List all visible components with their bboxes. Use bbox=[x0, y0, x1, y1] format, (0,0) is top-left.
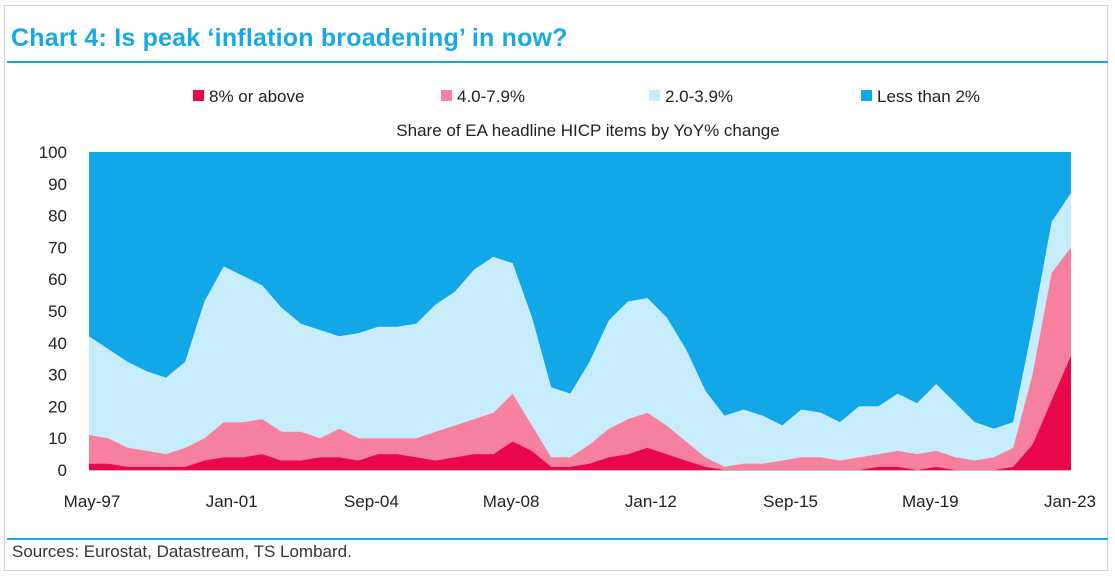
x-tick-label: May-19 bbox=[902, 492, 959, 511]
y-axis: 0 10 20 30 40 50 60 70 80 90 100 bbox=[39, 143, 67, 480]
y-tick-label: 70 bbox=[48, 238, 67, 257]
x-tick-label: Sep-04 bbox=[344, 492, 399, 511]
source-divider bbox=[7, 538, 1108, 540]
title-divider bbox=[7, 61, 1108, 63]
y-tick-label: 20 bbox=[48, 397, 67, 416]
y-tick-label: 30 bbox=[48, 366, 67, 385]
source-note: Sources: Eurostat, Datastream, TS Lombar… bbox=[12, 542, 352, 561]
y-tick-label: 100 bbox=[39, 143, 67, 162]
y-tick-label: 0 bbox=[58, 461, 67, 480]
chart-title: Chart 4: Is peak ‘inflation broadening’ … bbox=[11, 24, 568, 52]
plot-area bbox=[89, 152, 1071, 470]
x-tick-label: Jan-23 bbox=[1044, 492, 1096, 511]
y-tick-label: 50 bbox=[48, 302, 67, 321]
legend-swatch-2-to-3-9 bbox=[649, 90, 660, 101]
legend-label-4-to-7-9: 4.0-7.9% bbox=[457, 87, 525, 106]
x-axis: May-97 Jan-01 Sep-04 May-08 Jan-12 Sep-15 May-… bbox=[64, 470, 1096, 511]
x-tick-label: May-08 bbox=[483, 492, 540, 511]
legend-swatch-4-to-7-9 bbox=[441, 90, 452, 101]
chart-frame bbox=[4, 5, 1108, 571]
y-tick-label: 90 bbox=[48, 175, 67, 194]
legend-swatch-less-than-2 bbox=[861, 90, 872, 101]
x-tick-label: Sep-15 bbox=[763, 492, 818, 511]
legend-label-less-than-2: Less than 2% bbox=[877, 87, 980, 106]
legend-label-2-to-3-9: 2.0-3.9% bbox=[665, 87, 733, 106]
y-tick-label: 40 bbox=[48, 334, 67, 353]
legend-label-8-or-above: 8% or above bbox=[209, 87, 304, 106]
y-tick-label: 80 bbox=[48, 207, 67, 226]
y-tick-label: 60 bbox=[48, 270, 67, 289]
area-2-to-3-9 bbox=[89, 193, 1071, 467]
x-tick-label: May-97 bbox=[64, 492, 121, 511]
area-less-than-2 bbox=[89, 152, 1071, 429]
x-tick-label: Jan-12 bbox=[625, 492, 677, 511]
chart-subtitle: Share of EA headline HICP items by YoY% … bbox=[396, 121, 779, 140]
legend: 8% or above 4.0-7.9% 2.0-3.9% Less than … bbox=[193, 87, 980, 106]
x-tick-label: Jan-01 bbox=[206, 492, 258, 511]
legend-swatch-8-or-above bbox=[193, 90, 204, 101]
area-4-to-7-9 bbox=[89, 247, 1071, 470]
y-tick-label: 10 bbox=[48, 429, 67, 448]
